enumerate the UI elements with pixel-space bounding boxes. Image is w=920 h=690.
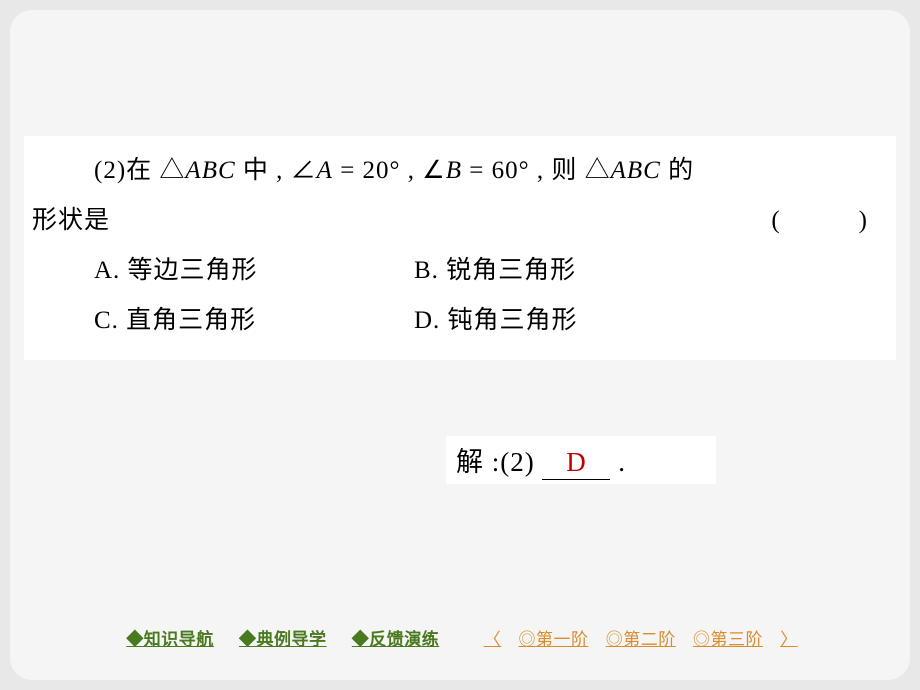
answer-suffix: .: [618, 447, 626, 477]
nav-link-feedback[interactable]: ◆反馈演练: [352, 630, 440, 649]
answer-block: 解 :(2) D .: [446, 436, 716, 484]
q-tri2: ABC: [611, 157, 661, 184]
answer-label: 解 :(2): [456, 447, 535, 477]
q-number: (2): [94, 157, 126, 184]
nav-bracket-open: 〈: [484, 630, 502, 649]
options-row-2: C. 直角三角形 D. 钝角三角形: [32, 296, 888, 346]
nav-footer: ◆知识导航 ◆典例导学 ◆反馈演练 〈 ◎第一阶 ◎第二阶 ◎第三阶 〉: [10, 625, 910, 650]
nav-link-stage1[interactable]: ◎第一阶: [518, 630, 588, 649]
option-a: A. 等边三角形: [94, 246, 414, 296]
question-stem-line1: (2)在 △ABC 中 , ∠A = 20° , ∠B = 60° , 则 △A…: [32, 146, 888, 196]
q-angB: B: [446, 157, 462, 184]
q-angA: A: [317, 157, 333, 184]
question-block: (2)在 △ABC 中 , ∠A = 20° , ∠B = 60° , 则 △A…: [24, 136, 896, 360]
nav-link-examples[interactable]: ◆典例导学: [239, 630, 327, 649]
question-stem-line2: 形状是 ( ): [32, 196, 888, 246]
q-mid1: 中 , ∠: [236, 157, 317, 184]
option-c: C. 直角三角形: [94, 296, 414, 346]
options-row-1: A. 等边三角形 B. 锐角三角形: [32, 246, 888, 296]
nav-bracket-close: 〉: [780, 630, 798, 649]
q-line2-left: 形状是: [32, 196, 110, 246]
slide-frame: (2)在 △ABC 中 , ∠A = 20° , ∠B = 60° , 则 △A…: [10, 10, 910, 680]
option-d: D. 钝角三角形: [414, 296, 578, 346]
q-pre: 在 △: [126, 157, 185, 184]
q-eq1: = 20° , ∠: [333, 157, 446, 184]
q-tri1: ABC: [185, 157, 235, 184]
q-eq2: = 60° , 则 △: [462, 157, 611, 184]
nav-link-knowledge[interactable]: ◆知识导航: [126, 630, 214, 649]
nav-link-stage3[interactable]: ◎第三阶: [693, 630, 763, 649]
q-line2-right: ( ): [771, 196, 868, 246]
q-post: 的: [661, 157, 694, 184]
option-b: B. 锐角三角形: [414, 246, 576, 296]
nav-link-stage2[interactable]: ◎第二阶: [606, 630, 676, 649]
answer-value: D: [542, 447, 610, 480]
